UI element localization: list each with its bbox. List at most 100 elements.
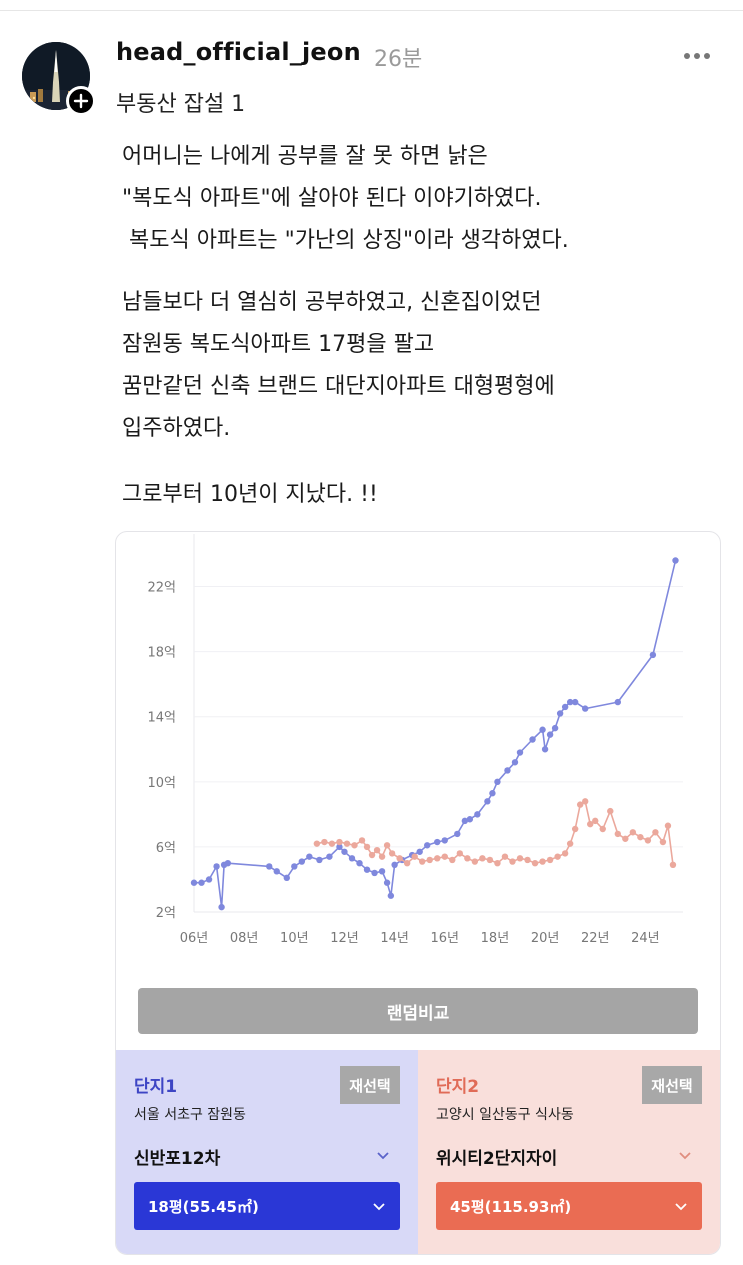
complex2-reselect-button[interactable]: 재선택: [642, 1066, 702, 1104]
chart-point-series-1: [298, 858, 306, 865]
chart-point-series-1: [356, 859, 363, 867]
complex1-size-select[interactable]: 18평(55.45㎡): [134, 1182, 400, 1230]
chart-point-series-1: [484, 798, 491, 805]
post-time: 26분: [374, 47, 423, 72]
complex1-apt-select[interactable]: 신반포12차: [134, 1149, 221, 1169]
chart-point-series-1: [561, 703, 569, 711]
chart-x-tick-label: 14년: [380, 931, 409, 946]
chart-point-series-2: [479, 855, 486, 862]
chart-point-series-1: [273, 868, 280, 875]
chart-point-series-1: [672, 557, 679, 564]
chart-point-series-2: [343, 840, 351, 847]
chart-point-series-1: [489, 790, 496, 797]
avatar[interactable]: [22, 42, 96, 116]
chart-point-series-2: [363, 843, 371, 851]
chart-point-series-2: [486, 856, 494, 864]
chart-point-series-1: [348, 855, 356, 862]
chart-point-series-2: [659, 838, 667, 846]
chart-point-series-1: [326, 853, 333, 860]
chart-x-tick-label: 24년: [631, 931, 660, 946]
chart-point-series-1: [466, 816, 474, 823]
plus-icon[interactable]: [66, 86, 96, 116]
chart-point-series-1: [424, 842, 431, 849]
chart-point-series-2: [373, 846, 381, 854]
complex1-region: 서울 서초구 잠원동: [134, 1107, 246, 1123]
chart-point-series-1: [306, 853, 313, 860]
complex2-size-select[interactable]: 45평(115.93㎡): [436, 1182, 702, 1230]
chart-point-series-1: [614, 698, 621, 706]
chart-point-series-2: [383, 842, 391, 849]
chart-point-series-1: [198, 879, 205, 886]
price-compare-card: 2억 6억 10억 14억 18억 22억 06년 08년 10년 12년 14년 16년 18년 20년…: [115, 531, 721, 1255]
chart-point-series-1: [218, 903, 225, 911]
chart-point-series-1: [316, 856, 323, 864]
complex2-apt-select[interactable]: 위시티2단지자이: [436, 1149, 558, 1169]
username[interactable]: head_official_jeon: [116, 38, 361, 66]
chart-point-series-1: [474, 811, 481, 818]
chart-point-series-1: [441, 837, 448, 844]
chart-point-series-2: [509, 858, 516, 865]
chart-y-tick-label: 6억: [156, 841, 176, 856]
random-compare-button[interactable]: 랜덤비교: [138, 988, 698, 1034]
post-paragraph-3: 그로부터 10년이 지났다. !!: [122, 482, 378, 507]
chart-point-series-2: [411, 853, 418, 860]
chart-point-series-1: [556, 710, 564, 717]
complex1-title: 단지1: [134, 1077, 178, 1097]
chevron-down-icon[interactable]: [374, 1146, 392, 1164]
chevron-down-icon: [370, 1197, 388, 1215]
chart-point-series-1: [541, 746, 549, 753]
chart-point-series-2: [426, 856, 433, 864]
chart-point-series-2: [622, 835, 629, 842]
chart-x-tick-label: 08년: [230, 931, 259, 946]
chart-point-series-2: [516, 855, 524, 862]
chart-point-series-1: [291, 863, 298, 870]
chart-point-series-2: [561, 850, 569, 857]
chart-point-series-2: [328, 840, 336, 847]
complex1-panel: 단지1 재선택 서울 서초구 잠원동 신반포12차 18평(55.45㎡): [116, 1050, 418, 1254]
chart-point-series-1: [434, 838, 441, 846]
chart-point-series-2: [378, 853, 386, 860]
chart-x-tick-label: 20년: [531, 931, 560, 946]
chart-y-tick-label: 18억: [147, 646, 176, 661]
chart-point-series-2: [554, 853, 561, 860]
chart-point-series-2: [419, 858, 426, 865]
chart-point-series-1: [213, 863, 220, 870]
chart-point-series-1: [266, 863, 273, 870]
chart-point-series-1: [454, 830, 461, 838]
post-topic[interactable]: 부동산 잡설 1: [116, 92, 246, 117]
chart-point-series-1: [283, 874, 290, 882]
chart-point-series-2: [358, 837, 366, 844]
chart-x-tick-label: 06년: [180, 931, 209, 946]
chart-point-series-1: [551, 724, 559, 732]
chart-point-series-2: [546, 856, 554, 864]
chart-point-series-2: [587, 820, 594, 828]
chart-point-series-2: [599, 825, 606, 833]
chart-point-series-2: [403, 859, 411, 867]
more-horizontal-icon[interactable]: [684, 46, 714, 66]
chart-point-series-2: [566, 840, 574, 847]
chart-series-line-1: [194, 560, 677, 908]
chart-point-series-1: [546, 731, 554, 738]
chart-point-series-1: [341, 848, 348, 855]
chart-point-series-2: [434, 855, 441, 862]
complex2-panel: 단지2 재선택 고양시 일산동구 식사동 위시티2단지자이 45평(115.93…: [418, 1050, 720, 1254]
chart-point-series-2: [607, 807, 614, 815]
chart-point-series-1: [224, 859, 232, 867]
chart-point-series-2: [669, 861, 677, 869]
chart-point-series-2: [464, 855, 471, 862]
chart-point-series-1: [511, 759, 519, 766]
chart-point-series-1: [205, 876, 213, 883]
avatar-image: [22, 42, 90, 110]
chart-point-series-2: [664, 822, 672, 829]
chart-point-series-2: [336, 838, 343, 846]
chart-point-series-2: [449, 856, 456, 864]
complex1-reselect-button[interactable]: 재선택: [340, 1066, 400, 1104]
chevron-down-icon[interactable]: [676, 1146, 694, 1164]
chart-y-tick-label: 14억: [147, 711, 176, 726]
chart-point-series-2: [571, 825, 579, 833]
chart-point-series-1: [378, 868, 386, 875]
chart-point-series-1: [504, 767, 511, 774]
price-chart: 2억 6억 10억 14억 18억 22억 06년 08년 10년 12년 14년 16년 18년 20년…: [147, 534, 683, 946]
top-divider: [0, 10, 743, 11]
chart-point-series-1: [582, 705, 589, 712]
